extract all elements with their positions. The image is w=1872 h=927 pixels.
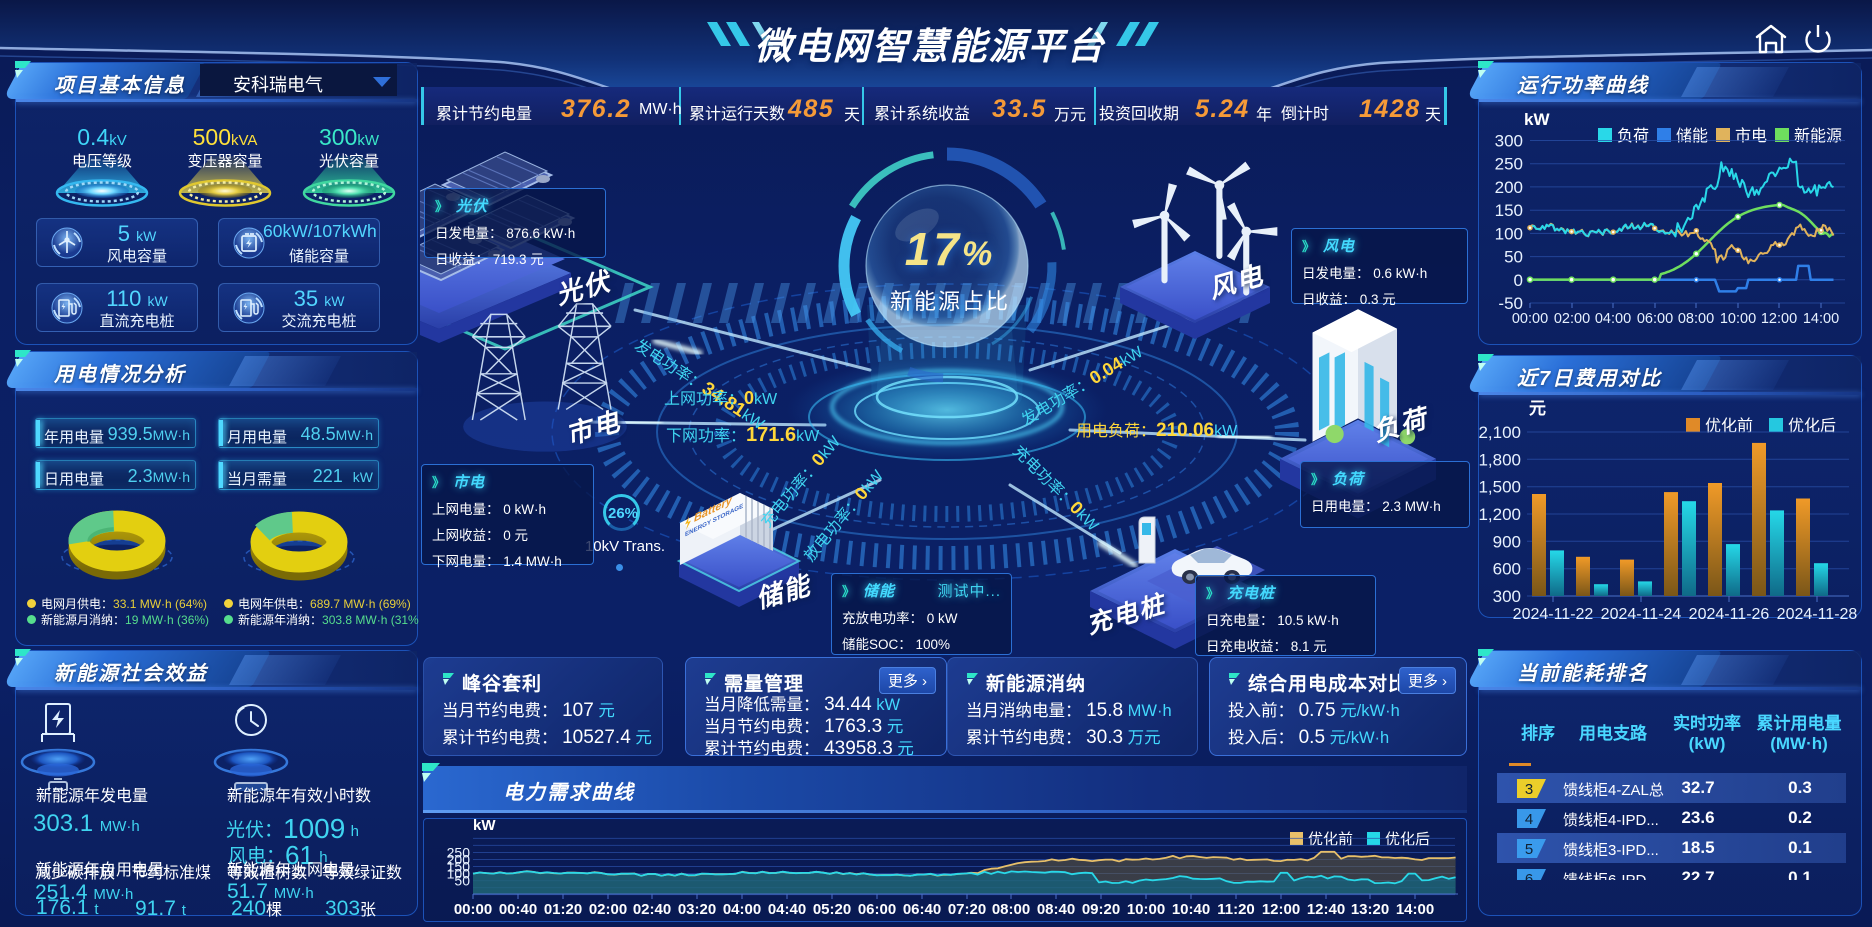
svg-text:50: 50 [454, 873, 470, 889]
svg-text:01:20: 01:20 [544, 901, 582, 918]
svg-text:04:00: 04:00 [1595, 311, 1631, 327]
svg-text:06:00: 06:00 [858, 901, 896, 918]
svg-text:200: 200 [447, 852, 471, 868]
svg-text:200: 200 [1495, 178, 1523, 197]
svg-text:12:00: 12:00 [1761, 311, 1797, 327]
svg-text:10:00: 10:00 [1720, 311, 1756, 327]
svg-text:2024-11-24: 2024-11-24 [1601, 606, 1682, 623]
svg-text:2024-11-28: 2024-11-28 [1777, 606, 1858, 623]
svg-text:300: 300 [1493, 587, 1521, 606]
svg-text:kW: kW [473, 818, 496, 834]
svg-text:250: 250 [1495, 155, 1523, 174]
svg-text:05:20: 05:20 [813, 901, 851, 918]
svg-text:02:40: 02:40 [633, 901, 671, 918]
svg-text:50: 50 [1504, 248, 1523, 267]
svg-text:600: 600 [1493, 560, 1521, 579]
svg-text:150: 150 [1495, 201, 1523, 220]
svg-text:优化后: 优化后 [1385, 831, 1430, 848]
svg-text:12:40: 12:40 [1307, 901, 1345, 918]
svg-text:03:20: 03:20 [678, 901, 716, 918]
svg-text:150: 150 [447, 859, 471, 875]
svg-text:6: 6 [1525, 871, 1533, 880]
svg-text:13:20: 13:20 [1351, 901, 1389, 918]
svg-text:-50: -50 [1498, 294, 1523, 313]
svg-text:00:00: 00:00 [1512, 311, 1548, 327]
svg-text:2024-11-26: 2024-11-26 [1689, 606, 1770, 623]
svg-text:100: 100 [447, 866, 471, 882]
svg-text:02:00: 02:00 [1554, 311, 1590, 327]
svg-text:12:00: 12:00 [1262, 901, 1300, 918]
svg-text:优化前: 优化前 [1705, 417, 1753, 435]
svg-text:08:40: 08:40 [1037, 901, 1075, 918]
svg-text:04:40: 04:40 [768, 901, 806, 918]
svg-text:14:00: 14:00 [1803, 311, 1839, 327]
svg-text:300: 300 [1495, 132, 1523, 151]
svg-text:08:00: 08:00 [1678, 311, 1714, 327]
svg-text:市电: 市电 [1735, 127, 1767, 145]
svg-text:08:00: 08:00 [992, 901, 1030, 918]
svg-text:1,800: 1,800 [1479, 450, 1521, 469]
svg-text:4: 4 [1525, 811, 1533, 828]
svg-text:250: 250 [447, 845, 471, 861]
svg-text:00:00: 00:00 [454, 901, 492, 918]
svg-text:900: 900 [1493, 532, 1521, 551]
svg-text:11:20: 11:20 [1217, 901, 1255, 918]
svg-text:06:00: 06:00 [1637, 311, 1673, 327]
svg-text:新能源: 新能源 [1794, 127, 1842, 145]
svg-text:1,500: 1,500 [1479, 478, 1521, 497]
svg-text:07:20: 07:20 [948, 901, 986, 918]
svg-text:10:40: 10:40 [1172, 901, 1210, 918]
svg-text:5: 5 [1525, 841, 1533, 858]
svg-text:优化前: 优化前 [1308, 831, 1353, 848]
svg-text:100: 100 [1495, 224, 1523, 243]
svg-text:3: 3 [1525, 781, 1533, 798]
svg-text:09:20: 09:20 [1082, 901, 1120, 918]
svg-text:02:00: 02:00 [589, 901, 627, 918]
svg-text:kW: kW [1524, 110, 1550, 129]
svg-text:10:00: 10:00 [1127, 901, 1165, 918]
svg-text:1,200: 1,200 [1479, 505, 1521, 524]
svg-text:2,100: 2,100 [1479, 423, 1521, 442]
svg-text:00:40: 00:40 [499, 901, 537, 918]
svg-text:04:00: 04:00 [723, 901, 761, 918]
svg-text:0: 0 [1514, 271, 1523, 290]
svg-text:元: 元 [1529, 399, 1546, 418]
svg-text:负荷: 负荷 [1617, 127, 1649, 145]
svg-text:14:00: 14:00 [1396, 901, 1434, 918]
svg-text:06:40: 06:40 [903, 901, 941, 918]
svg-text:2024-11-22: 2024-11-22 [1513, 606, 1594, 623]
svg-text:优化后: 优化后 [1788, 417, 1836, 435]
svg-text:储能: 储能 [1676, 127, 1708, 145]
